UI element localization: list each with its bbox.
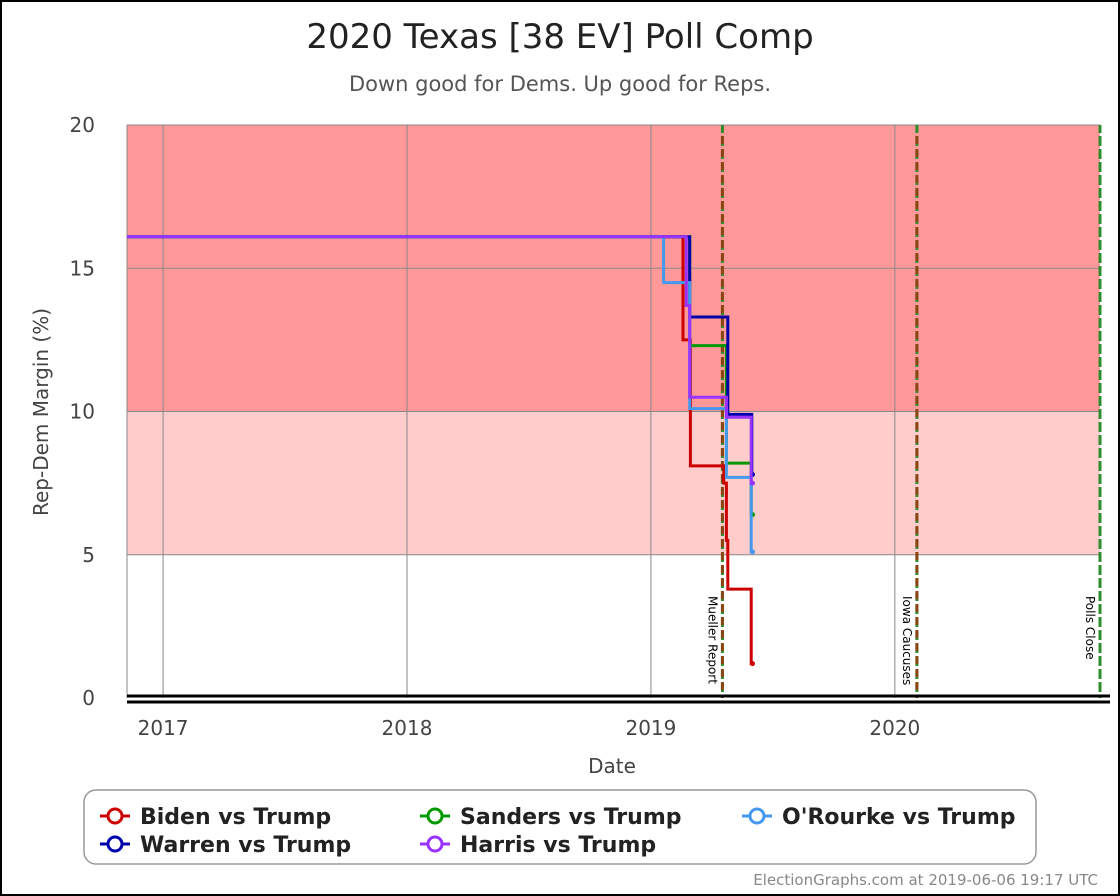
legend-label: Biden vs Trump (140, 805, 331, 830)
y-tick-label: 5 (82, 543, 95, 567)
legend-label: Sanders vs Trump (460, 805, 682, 830)
chart-subtitle: Down good for Dems. Up good for Reps. (349, 72, 771, 96)
legend: Biden vs Trump Sanders vs Trump O'Rourke v… (83, 789, 1037, 865)
x-tick-label: 2017 (138, 716, 189, 740)
event-label: Polls Close (1083, 596, 1097, 660)
credit-text: ElectionGraphs.com at 2019-06-06 19:17 U… (753, 871, 1098, 889)
legend-item: O'Rourke vs Trump (742, 805, 1016, 830)
plot-bands (127, 125, 1100, 555)
event-label: Mueller Report (705, 596, 719, 684)
legend-item: Sanders vs Trump (420, 805, 682, 830)
band-1 (127, 411, 1100, 555)
plot-events: Mueller Report Iowa Caucuses Polls Close (705, 125, 1102, 698)
series-end-point (750, 661, 755, 667)
series-end-point (750, 549, 755, 555)
x-tick-label: 2020 (869, 716, 920, 740)
legend-swatch-marker (426, 807, 444, 825)
series-end-point (750, 480, 755, 486)
legend-swatch-marker (748, 807, 766, 825)
x-tick-label: 2019 (625, 716, 676, 740)
legend-swatch-marker (106, 807, 124, 825)
y-tick-label: 20 (70, 113, 95, 137)
legend-swatch-marker (106, 835, 124, 853)
legend-label: O'Rourke vs Trump (782, 805, 1016, 830)
series-line (127, 235, 753, 554)
plot-grid (126, 124, 1100, 698)
legend-item: Harris vs Trump (420, 833, 656, 858)
y-tick-label: 10 (70, 400, 95, 424)
plot-axes: 0 5 10 15 20 2017 2018 2019 2020 (70, 113, 1110, 740)
y-axis-label: Rep-Dem Margin (%) (29, 308, 53, 516)
legend-swatch-marker (426, 835, 444, 853)
series-line (127, 235, 753, 485)
legend-item: Biden vs Trump (100, 805, 331, 830)
legend-item: Warren vs Trump (100, 833, 351, 858)
chart-title: 2020 Texas [38 EV] Poll Comp (306, 17, 813, 57)
event-label: Iowa Caucuses (900, 596, 914, 685)
legend-box (83, 789, 1037, 865)
x-axis-label: Date (588, 754, 636, 778)
legend-label: Warren vs Trump (140, 833, 351, 858)
plot-series (127, 235, 755, 667)
y-tick-label: 15 (70, 256, 95, 280)
y-tick-label: 0 (82, 686, 95, 710)
x-tick-label: 2018 (382, 716, 433, 740)
series-line (127, 235, 753, 666)
legend-label: Harris vs Trump (460, 833, 656, 858)
